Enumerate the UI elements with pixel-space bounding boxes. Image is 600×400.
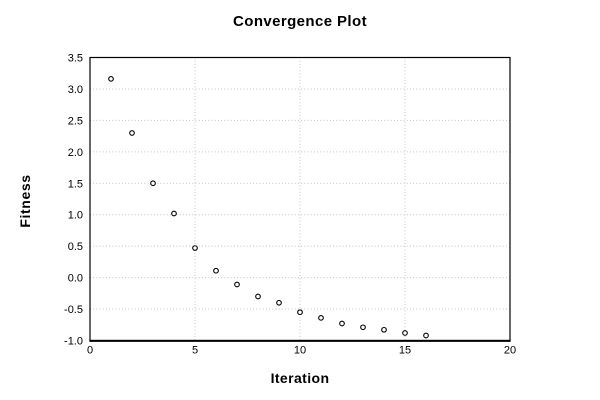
y-tick-label: 3.5 <box>68 53 83 65</box>
x-tick-label: 0 <box>87 345 93 357</box>
data-point-marker <box>108 76 114 82</box>
data-point-marker <box>381 326 387 333</box>
data-point-marker <box>318 315 324 321</box>
y-tick-label: 0.5 <box>68 241 83 253</box>
data-point-marker <box>360 324 366 331</box>
y-tick-label: 1.0 <box>68 210 83 222</box>
data-point-marker <box>150 180 156 187</box>
data-point-marker <box>171 210 177 217</box>
y-tick-label: -1.0 <box>64 336 83 348</box>
x-tick-label: 10 <box>294 345 306 357</box>
y-tick-label: 2.5 <box>68 115 83 127</box>
x-tick-label: 15 <box>399 345 411 357</box>
x-tick-label: 20 <box>504 345 516 357</box>
y-tick-label: 1.5 <box>68 178 83 190</box>
x-axis-label: Iteration <box>270 370 330 386</box>
x-tick-label: 5 <box>192 345 198 357</box>
y-tick-label: 2.0 <box>68 147 83 159</box>
data-point-marker <box>423 332 429 339</box>
data-point-marker <box>234 281 240 288</box>
data-point-marker <box>255 293 261 300</box>
chart-title: Convergence Plot <box>233 13 367 30</box>
data-point-marker <box>213 267 219 274</box>
data-point-marker <box>192 245 198 251</box>
data-point-marker <box>339 320 345 327</box>
y-tick-label: 3.0 <box>68 84 83 96</box>
data-point-marker <box>276 299 282 306</box>
y-tick-label: 0.0 <box>68 273 83 285</box>
data-point-marker <box>129 130 135 136</box>
data-point-marker <box>402 330 408 336</box>
y-tick-label: -0.5 <box>64 304 83 316</box>
data-point-marker <box>297 309 303 316</box>
